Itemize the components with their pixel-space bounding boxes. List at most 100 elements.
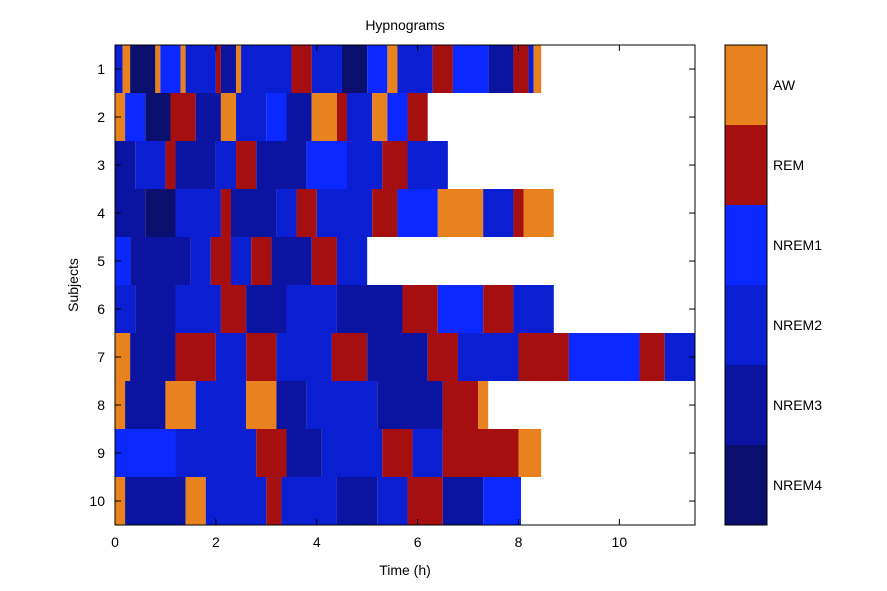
hypnogram-segment-s7-2: [175, 333, 216, 381]
hypnogram-segment-s7-5: [276, 333, 332, 381]
hypnogram-segment-s7-6: [331, 333, 368, 381]
hypnogram-segment-s2-10: [336, 93, 347, 141]
hypnogram-segment-s9-0: [115, 429, 176, 477]
hypnogram-segment-s9-1: [175, 429, 257, 477]
colorbar-swatch-nrem3: [725, 365, 767, 445]
hypnogram-segment-s3-2: [165, 141, 176, 189]
y-tick-label: 8: [97, 397, 105, 413]
hypnogram-segment-s6-6: [336, 285, 403, 333]
hypnogram-segment-s3-7: [306, 141, 347, 189]
y-tick-label: 9: [97, 445, 105, 461]
hypnogram-segment-s10-6: [336, 477, 378, 525]
hypnogram-segment-s8-8: [442, 381, 479, 429]
hypnogram-segment-s6-5: [286, 285, 337, 333]
hypnogram-segment-s1-6: [185, 45, 216, 93]
hypnogram-bars: [115, 45, 695, 525]
colorbar-label-nrem3: NREM3: [773, 397, 822, 413]
colorbar-label-nrem1: NREM1: [773, 237, 822, 253]
y-tick-label: 2: [97, 109, 105, 125]
hypnogram-segment-s2-12: [372, 93, 388, 141]
hypnogram-segment-s10-10: [483, 477, 521, 525]
hypnogram-segment-s7-3: [215, 333, 247, 381]
hypnogram-segment-s8-6: [306, 381, 378, 429]
x-tick-label: 0: [111, 534, 119, 550]
hypnogram-segment-s8-2: [165, 381, 196, 429]
hypnogram-segment-s1-13: [341, 45, 368, 93]
colorbar: AW REM NREM1 NREM2 NREM3 NREM4: [724, 44, 822, 526]
x-tick-label: 2: [212, 534, 220, 550]
hypnogram-segment-s6-1: [135, 285, 176, 333]
hypnogram-segment-s1-12: [311, 45, 342, 93]
x-tick-label: 4: [313, 534, 321, 550]
hypnogram-segment-s8-7: [377, 381, 443, 429]
hypnogram-segment-s2-11: [347, 93, 373, 141]
hypnogram-segment-s5-2: [190, 237, 211, 285]
hypnogram-segment-s6-3: [220, 285, 247, 333]
hypnogram-segment-s1-5: [180, 45, 186, 93]
hypnogram-segment-s9-4: [321, 429, 383, 477]
hypnogram-segment-s7-4: [246, 333, 277, 381]
colorbar-swatch-nrem2: [725, 285, 767, 365]
hypnogram-segment-s4-9: [397, 189, 438, 237]
hypnogram-segment-s2-7: [266, 93, 287, 141]
hypnogram-segment-s5-3: [210, 237, 231, 285]
hypnogram-segment-s1-3: [155, 45, 161, 93]
hypnogram-segment-s2-5: [220, 93, 237, 141]
hypnogram-segment-s2-6: [236, 93, 267, 141]
hypnogram-segment-s4-11: [483, 189, 514, 237]
hypnogram-segment-s1-10: [241, 45, 292, 93]
y-axis-ticks: 1 2 3 4 5 6 7 8 9 10: [89, 61, 695, 509]
y-tick-label: 7: [97, 349, 105, 365]
hypnogram-segment-s6-10: [513, 285, 554, 333]
hypnogram-segment-s9-6: [412, 429, 443, 477]
hypnogram-segment-s8-4: [246, 381, 277, 429]
hypnogram-segment-s6-9: [483, 285, 514, 333]
hypnogram-segment-s6-2: [175, 285, 221, 333]
hypnogram-segment-s10-4: [266, 477, 282, 525]
hypnogram-segment-s1-22: [533, 45, 542, 93]
hypnogram-segment-s1-2: [130, 45, 156, 93]
hypnogram-segment-s9-3: [286, 429, 322, 477]
colorbar-frame: [724, 44, 768, 526]
hypnogram-segment-s5-5: [251, 237, 272, 285]
y-tick-label: 4: [97, 205, 105, 221]
hypnogram-segment-s2-9: [311, 93, 337, 141]
hypnogram-segment-s2-14: [407, 93, 428, 141]
plot-axes-box: [114, 44, 696, 526]
hypnogram-segment-s1-15: [387, 45, 398, 93]
hypnogram-segment-s4-12: [513, 189, 524, 237]
hypnogram-segment-s7-0: [115, 333, 131, 381]
y-tick-label: 1: [97, 61, 105, 77]
x-tick-label: 6: [414, 534, 422, 550]
hypnogram-segment-s5-6: [271, 237, 312, 285]
hypnogram-segment-s7-10: [518, 333, 569, 381]
hypnogram-segment-s7-7: [367, 333, 428, 381]
hypnogram-segment-s6-4: [246, 285, 287, 333]
hypnogram-segment-s4-10: [437, 189, 484, 237]
y-axis-label: Subjects: [65, 258, 81, 312]
colorbar-label-rem: REM: [773, 157, 804, 173]
hypnogram-segment-s6-0: [115, 285, 136, 333]
x-tick-label: 10: [612, 534, 628, 550]
hypnogram-segment-s7-11: [568, 333, 640, 381]
hypnogram-segment-s6-7: [402, 285, 438, 333]
hypnogram-segment-s7-9: [457, 333, 519, 381]
hypnogram-segment-s2-1: [125, 93, 146, 141]
hypnogram-segment-s2-2: [145, 93, 171, 141]
hypnogram-segment-s4-7: [316, 189, 373, 237]
hypnogram-segment-s4-6: [296, 189, 317, 237]
hypnogram-segment-s3-9: [382, 141, 408, 189]
hypnogram-segment-s1-11: [291, 45, 312, 93]
hypnogram-segment-s3-4: [215, 141, 237, 189]
chart-title: Hypnograms: [365, 17, 444, 33]
x-tick-label: 8: [515, 534, 523, 550]
colorbar-swatch-rem: [725, 125, 767, 205]
hypnogram-segment-s3-1: [135, 141, 166, 189]
hypnogram-segment-s10-1: [125, 477, 186, 525]
hypnogram-segment-s7-1: [130, 333, 176, 381]
hypnogram-segment-s8-1: [125, 381, 166, 429]
hypnogram-segment-s3-6: [256, 141, 307, 189]
x-axis-label: Time (h): [379, 562, 431, 578]
hypnogram-segment-s3-5: [236, 141, 257, 189]
hypnogram-segment-s3-8: [347, 141, 383, 189]
